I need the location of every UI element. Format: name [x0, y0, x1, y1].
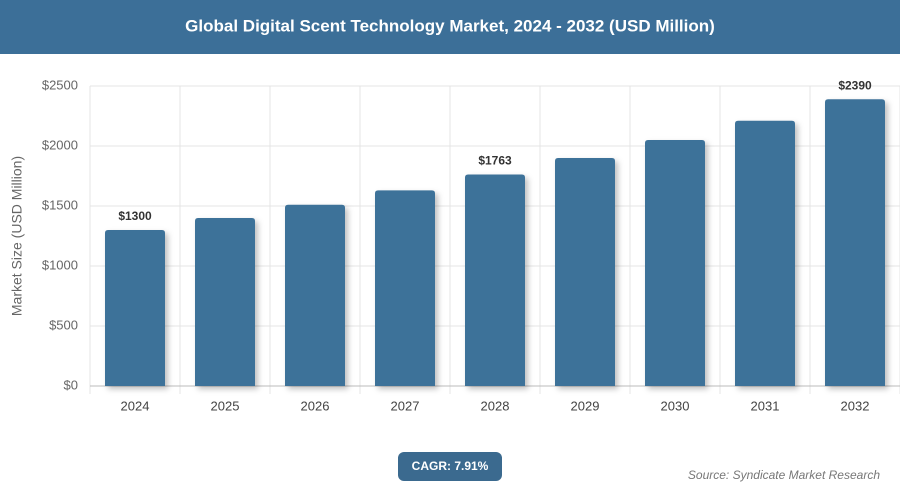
header-bar	[0, 0, 900, 54]
y-tick-label: $0	[64, 377, 78, 392]
x-tick-label: 2029	[571, 398, 600, 413]
x-tick-label: 2032	[841, 398, 870, 413]
data-label: $1763	[478, 154, 512, 168]
bar	[105, 230, 165, 386]
source: Source: Syndicate Market Research	[688, 468, 880, 482]
x-tick-label: 2025	[211, 398, 240, 413]
bar	[285, 204, 345, 386]
cagr-badge	[398, 452, 502, 481]
y-tick-label: $1000	[42, 257, 78, 272]
x-tick-label: 2030	[661, 398, 690, 413]
cagr-text: CAGR: 7.91%	[412, 459, 489, 473]
bar	[555, 158, 615, 386]
x-tick-label: 2028	[481, 398, 510, 413]
bar	[645, 140, 705, 386]
chart-title: Global Digital Scent Technology Market, …	[185, 16, 715, 35]
bar	[195, 218, 255, 386]
bar	[375, 190, 435, 386]
data-label: $1300	[118, 209, 152, 223]
x-tick-label: 2027	[391, 398, 420, 413]
bar	[735, 120, 795, 387]
bar	[825, 99, 885, 386]
y-tick-label: $2000	[42, 137, 78, 152]
bar	[465, 174, 525, 386]
x-tick-label: 2026	[301, 398, 330, 413]
x-tick-label: 2024	[121, 398, 150, 413]
y-tick-label: $2500	[42, 77, 78, 92]
y-axis-label: Market Size (USD Million)	[9, 156, 25, 316]
y-tick-label: $500	[49, 317, 78, 332]
data-label: $2390	[838, 78, 872, 92]
x-tick-label: 2031	[751, 398, 780, 413]
y-tick-label: $1500	[42, 197, 78, 212]
